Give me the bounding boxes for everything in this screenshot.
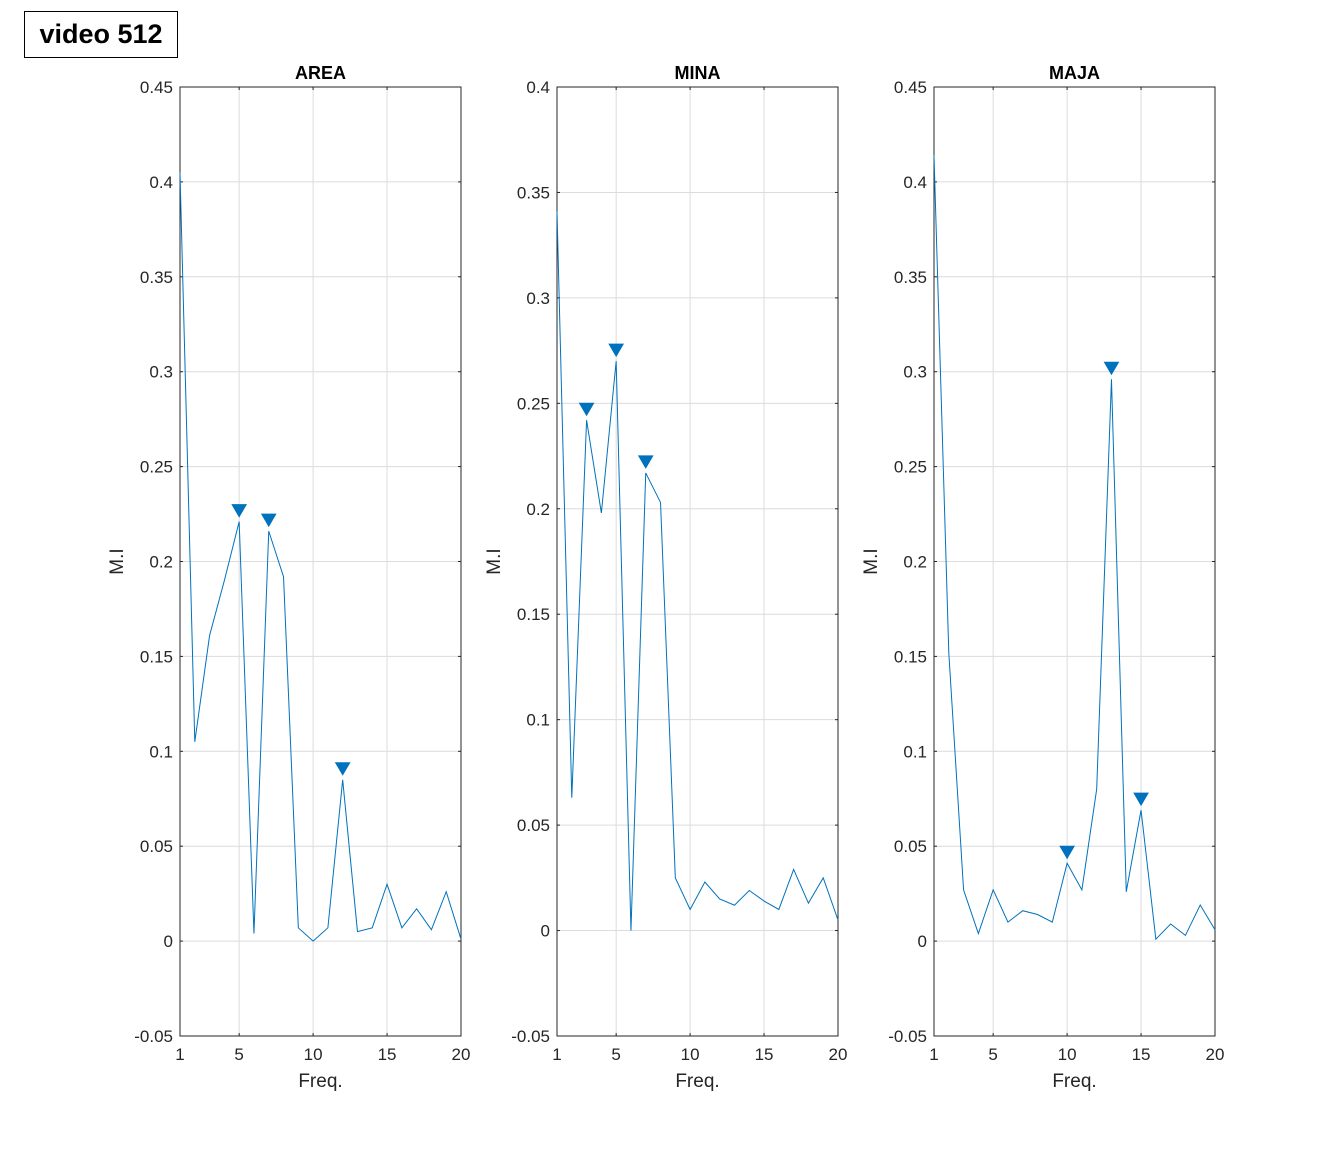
y-tick-label: 0.35	[517, 183, 550, 202]
y-axis-label: M.I	[484, 548, 505, 574]
y-tick-label: 0.15	[517, 605, 550, 624]
x-tick-label: 20	[1206, 1045, 1225, 1064]
peak-marker	[1133, 792, 1149, 807]
y-tick-label: 0.35	[894, 268, 927, 287]
axes-box	[556, 86, 839, 1037]
peak-marker	[608, 343, 625, 358]
y-tick-label: 0.4	[903, 173, 927, 192]
subplot-area: 1 5 10 15 20-0.0500.050.10.150.20.250.30.350…	[107, 63, 470, 1092]
x-tick-label: 15	[1132, 1045, 1151, 1064]
x-tick-label: 5	[234, 1045, 243, 1064]
subplot-title: AREA	[295, 63, 346, 83]
series-line	[179, 172, 462, 942]
y-tick-label: 0	[541, 922, 550, 941]
x-tick-label: 1	[175, 1045, 184, 1064]
x-axis-label: Freq.	[1052, 1071, 1096, 1092]
y-tick-label: 0.2	[526, 500, 550, 519]
subplot-maja: 1 5 10 15 20-0.0500.050.10.150.20.250.30.350…	[861, 63, 1224, 1092]
series-line	[933, 155, 1216, 941]
x-tick-label: 5	[988, 1045, 997, 1064]
y-tick-label: 0	[164, 932, 173, 951]
y-tick-label: 0.4	[526, 78, 550, 97]
x-tick-label: 20	[829, 1045, 848, 1064]
x-axis-label: Freq.	[298, 1071, 342, 1092]
y-tick-label: 0.4	[149, 173, 173, 192]
y-tick-label: 0.25	[894, 458, 927, 477]
x-tick-label: 15	[378, 1045, 397, 1064]
x-tick-label: 1	[552, 1045, 561, 1064]
y-axis-label: M.I	[107, 548, 128, 574]
x-tick-label: 5	[611, 1045, 620, 1064]
figure-annotation: video 512	[24, 11, 178, 58]
y-tick-label: 0.05	[894, 837, 927, 856]
x-tick-label: 10	[1058, 1045, 1077, 1064]
y-tick-label: 0.3	[903, 363, 927, 382]
x-tick-label: 10	[681, 1045, 700, 1064]
subplot-title: MINA	[675, 63, 721, 83]
plot-area	[557, 87, 838, 1036]
y-tick-label: 0.45	[894, 78, 927, 97]
y-tick-label: 0.25	[140, 458, 173, 477]
subplot-title: MAJA	[1049, 63, 1100, 83]
y-tick-label: 0.25	[517, 394, 550, 413]
y-tick-label: 0.2	[903, 553, 927, 572]
y-tick-label: 0.35	[140, 268, 173, 287]
peak-marker	[637, 455, 654, 469]
peak-marker	[1103, 361, 1120, 376]
peak-marker	[578, 402, 595, 417]
y-tick-label: 0.45	[140, 78, 173, 97]
y-tick-label: 0.3	[526, 289, 550, 308]
y-tick-label: 0.1	[526, 711, 550, 730]
y-tick-label: 0.2	[149, 553, 173, 572]
y-tick-label: -0.05	[134, 1027, 173, 1046]
peak-marker	[260, 513, 277, 528]
peak-marker	[1059, 845, 1075, 860]
x-tick-label: 1	[929, 1045, 938, 1064]
y-tick-label: 0	[918, 932, 927, 951]
y-tick-label: 0.05	[517, 816, 550, 835]
y-tick-label: 0.15	[894, 647, 927, 666]
peak-marker	[231, 504, 248, 518]
subplot-mina: 1 5 10 15 20-0.0500.050.10.150.20.250.30.350…	[484, 63, 847, 1092]
y-axis-label: M.I	[861, 548, 882, 574]
y-tick-label: 0.15	[140, 647, 173, 666]
x-tick-label: 15	[755, 1045, 774, 1064]
x-tick-label: 20	[452, 1045, 471, 1064]
y-tick-label: -0.05	[511, 1027, 550, 1046]
series-line	[556, 211, 839, 931]
y-tick-label: 0.1	[903, 742, 927, 761]
y-tick-label: 0.05	[140, 837, 173, 856]
x-tick-label: 10	[304, 1045, 323, 1064]
y-tick-label: 0.3	[149, 363, 173, 382]
y-tick-label: -0.05	[888, 1027, 927, 1046]
y-tick-label: 0.1	[149, 742, 173, 761]
x-axis-label: Freq.	[675, 1071, 719, 1092]
peak-marker	[334, 762, 351, 776]
